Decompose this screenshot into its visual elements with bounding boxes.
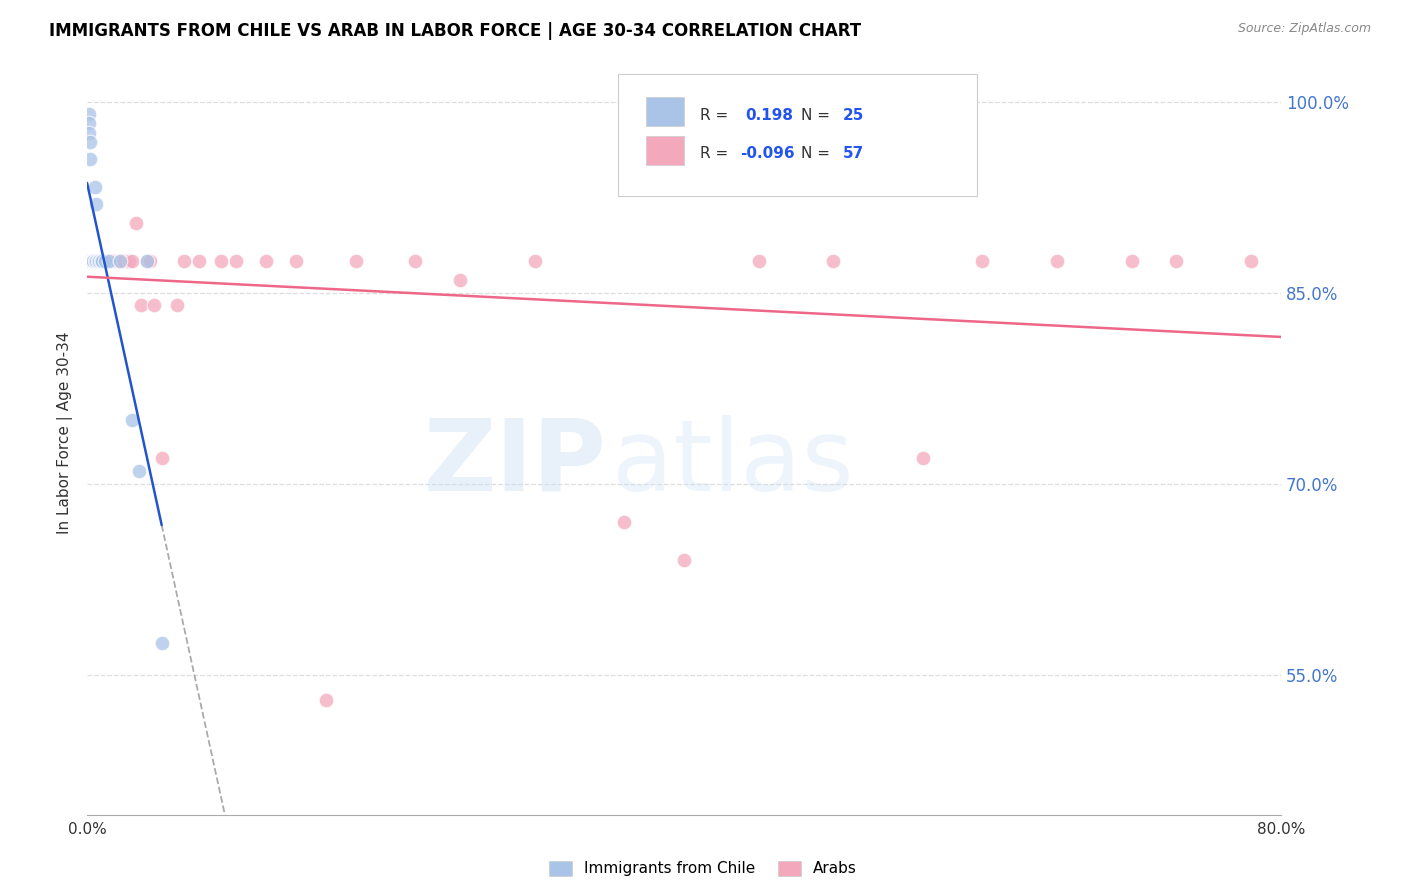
Point: [449, 273, 471, 287]
Point: [80, 253, 103, 268]
Point: [91, 253, 114, 268]
Text: IMMIGRANTS FROM CHILE VS ARAB IN LABOR FORCE | AGE 30-34 CORRELATION CHART: IMMIGRANTS FROM CHILE VS ARAB IN LABOR F…: [49, 22, 862, 40]
Point: [98, 253, 121, 268]
Point: [121, 413, 143, 427]
Point: [150, 451, 173, 466]
Point: [82, 253, 104, 268]
Point: [82, 253, 104, 268]
Point: [613, 515, 636, 529]
FancyBboxPatch shape: [619, 74, 977, 196]
Point: [254, 253, 277, 268]
Point: [404, 253, 426, 268]
Text: 25: 25: [842, 108, 865, 123]
Point: [86, 253, 108, 268]
Point: [100, 253, 122, 268]
Point: [77, 253, 100, 268]
Point: [125, 216, 148, 230]
Text: 0.198: 0.198: [745, 108, 793, 123]
FancyBboxPatch shape: [645, 136, 683, 164]
Point: [285, 253, 308, 268]
Point: [143, 298, 166, 312]
Point: [80, 253, 103, 268]
Point: [225, 253, 247, 268]
Point: [748, 253, 770, 268]
Text: 57: 57: [842, 146, 865, 161]
Point: [135, 253, 157, 268]
Point: [83, 180, 105, 194]
Point: [96, 253, 118, 268]
Point: [91, 253, 114, 268]
Point: [79, 152, 101, 166]
Point: [1121, 253, 1143, 268]
Point: [79, 253, 101, 268]
Point: [166, 298, 188, 312]
Point: [79, 253, 101, 268]
Point: [93, 253, 115, 268]
Text: ZIP: ZIP: [423, 415, 606, 512]
Legend: Immigrants from Chile, Arabs: Immigrants from Chile, Arabs: [543, 855, 863, 882]
Point: [209, 253, 232, 268]
Point: [77, 127, 100, 141]
Point: [87, 253, 110, 268]
Text: R =: R =: [700, 146, 733, 161]
Point: [188, 253, 211, 268]
Point: [84, 253, 107, 268]
Point: [89, 253, 111, 268]
Point: [103, 253, 125, 268]
Point: [86, 253, 108, 268]
Text: atlas: atlas: [613, 415, 853, 512]
Point: [82, 253, 104, 268]
Text: R =: R =: [700, 108, 733, 123]
Point: [129, 298, 152, 312]
Point: [79, 253, 101, 268]
Point: [80, 253, 103, 268]
Point: [1166, 253, 1188, 268]
Point: [972, 253, 994, 268]
Point: [79, 136, 101, 150]
Point: [911, 451, 934, 466]
Point: [77, 253, 100, 268]
Point: [1240, 253, 1263, 268]
Point: [823, 253, 845, 268]
Point: [135, 253, 157, 268]
Point: [94, 253, 117, 268]
Point: [108, 253, 131, 268]
Y-axis label: In Labor Force | Age 30-34: In Labor Force | Age 30-34: [58, 332, 73, 534]
Text: -0.096: -0.096: [740, 146, 794, 161]
Point: [150, 636, 173, 650]
Point: [98, 253, 121, 268]
Point: [77, 253, 100, 268]
Point: [344, 253, 367, 268]
Point: [89, 253, 111, 268]
Point: [139, 253, 162, 268]
Point: [84, 196, 107, 211]
Point: [87, 253, 110, 268]
Point: [121, 253, 143, 268]
Point: [1046, 253, 1069, 268]
Text: Source: ZipAtlas.com: Source: ZipAtlas.com: [1237, 22, 1371, 36]
Point: [84, 253, 107, 268]
Point: [523, 253, 546, 268]
Point: [80, 253, 103, 268]
Point: [94, 253, 117, 268]
Point: [672, 553, 695, 567]
Point: [315, 693, 337, 707]
Point: [83, 253, 105, 268]
Point: [128, 464, 150, 478]
Point: [77, 107, 100, 121]
Text: N =: N =: [801, 146, 835, 161]
Point: [112, 253, 135, 268]
Point: [82, 253, 104, 268]
FancyBboxPatch shape: [645, 97, 683, 127]
Point: [108, 253, 131, 268]
Point: [83, 253, 105, 268]
Point: [83, 253, 105, 268]
Text: N =: N =: [801, 108, 835, 123]
Point: [77, 116, 100, 130]
Point: [118, 253, 141, 268]
Point: [105, 253, 128, 268]
Point: [173, 253, 195, 268]
Point: [87, 253, 110, 268]
Point: [84, 253, 107, 268]
